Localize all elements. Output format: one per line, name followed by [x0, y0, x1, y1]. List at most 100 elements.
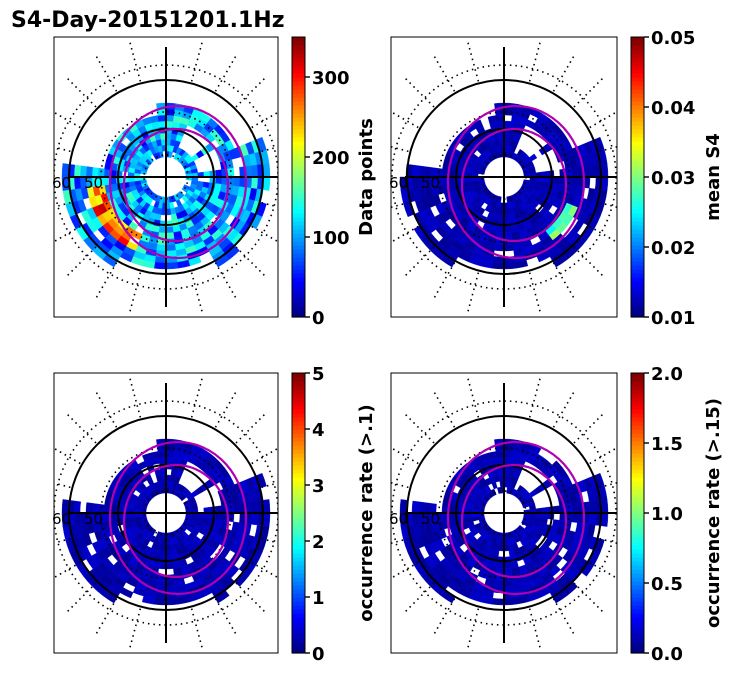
- colorbar-segment: [631, 633, 644, 638]
- contour-inner: [122, 127, 230, 243]
- colorbar-segment: [292, 373, 305, 378]
- colorbar-segment: [292, 301, 305, 306]
- colorbar-segment: [292, 77, 305, 82]
- colorbar-tick-label: 4: [312, 420, 325, 441]
- colorbar-segment: [631, 113, 644, 118]
- heatmap-cell: [503, 444, 514, 452]
- grid-radial: [528, 41, 542, 82]
- colorbar-segment: [292, 401, 305, 406]
- colorbar-segment: [292, 237, 305, 242]
- grid-radial: [235, 582, 266, 613]
- colorbar-segment: [631, 469, 644, 474]
- colorbar-segment: [292, 477, 305, 482]
- grid-radial: [95, 598, 118, 635]
- colorbar-segment: [292, 121, 305, 126]
- heatmap-cell: [165, 562, 174, 570]
- grid-radial: [433, 262, 456, 299]
- colorbar-segment: [631, 141, 644, 146]
- heatmap-cell: [165, 244, 176, 252]
- colorbar-segment: [292, 85, 305, 90]
- colorbar-segment: [631, 525, 644, 530]
- heatmap-cell: [496, 456, 505, 464]
- colorbar-segment: [631, 581, 644, 586]
- colorbar-segment: [631, 153, 644, 158]
- grid-radial: [391, 145, 409, 153]
- colorbar-segment: [292, 101, 305, 106]
- colorbar-segment: [292, 621, 305, 626]
- heatmap-cell: [496, 226, 505, 234]
- ring-label-60: 60: [52, 510, 71, 528]
- colorbar-segment: [631, 129, 644, 134]
- grid-radial: [190, 377, 204, 418]
- figure-title: S4-Day-20151201.1Hz: [11, 8, 285, 33]
- heatmap-cell: [589, 500, 597, 514]
- ring-label-60: 60: [52, 174, 71, 192]
- colorbar-segment: [292, 249, 305, 254]
- heatmap-cell: [156, 244, 167, 252]
- colorbar-segment: [631, 97, 644, 102]
- colorbar-segment: [292, 65, 305, 70]
- colorbar-segment: [631, 189, 644, 194]
- colorbar-segment: [292, 145, 305, 150]
- colorbar-segment: [292, 553, 305, 558]
- grid-radial: [573, 77, 604, 108]
- colorbar-segment: [292, 393, 305, 398]
- colorbar-segment: [292, 469, 305, 474]
- colorbar-segment: [292, 481, 305, 486]
- heatmap-cell: [411, 500, 419, 514]
- colorbar-segment: [292, 405, 305, 410]
- heatmap-cell: [411, 512, 419, 526]
- colorbar-segment: [292, 281, 305, 286]
- colorbar-segment: [292, 589, 305, 594]
- grid-radial: [54, 561, 81, 579]
- heatmap-cell: [157, 114, 167, 122]
- colorbar-segment: [292, 581, 305, 586]
- grid-radial: [466, 272, 480, 313]
- grid-radial: [391, 110, 419, 129]
- colorbar-segment: [292, 129, 305, 134]
- heatmap-cell: [73, 164, 81, 178]
- colorbar-segment: [292, 309, 305, 314]
- heatmap-cell: [553, 176, 561, 185]
- heatmap-cell: [495, 450, 505, 458]
- colorbar-tick-label: 0.01: [651, 308, 695, 329]
- colorbar-segment: [292, 397, 305, 402]
- grid-radial: [391, 446, 419, 465]
- colorbar-tick-label: 0.5: [651, 574, 683, 595]
- colorbar-segment: [292, 137, 305, 142]
- heatmap-cell: [165, 598, 179, 606]
- heatmap-cell: [494, 580, 505, 588]
- colorbar-segment: [292, 165, 305, 170]
- colorbar-segment: [631, 213, 644, 218]
- colorbar-segment: [292, 529, 305, 534]
- colorbar-segment: [292, 161, 305, 166]
- grid-radial: [391, 561, 419, 580]
- colorbar-segment: [292, 225, 305, 230]
- heatmap-cell: [536, 251, 551, 263]
- colorbar-segment: [631, 101, 644, 106]
- grid-radial: [235, 77, 266, 108]
- grid-radial: [54, 225, 81, 243]
- grid-radial: [391, 537, 409, 545]
- colorbar-segment: [292, 633, 305, 638]
- colorbar-segment: [292, 601, 305, 606]
- heatmap-cell: [251, 500, 259, 514]
- ring-label-50: 50: [421, 510, 440, 528]
- colorbar-segment: [631, 509, 644, 514]
- heatmap-cell: [262, 499, 271, 514]
- colorbar-segment: [292, 217, 305, 222]
- grid-radial: [589, 446, 617, 465]
- colorbar-segment: [631, 445, 644, 450]
- grid-radial: [552, 262, 575, 299]
- colorbar-segment: [631, 617, 644, 622]
- colorbar-segment: [631, 309, 644, 314]
- heatmap-cell: [73, 176, 81, 190]
- colorbar-tick-label: 300: [312, 68, 350, 89]
- heatmap-cell: [215, 176, 223, 185]
- heatmap-cell: [411, 164, 419, 178]
- colorbar-segment: [631, 589, 644, 594]
- colorbar-segment: [631, 289, 644, 294]
- colorbar-segment: [292, 381, 305, 386]
- grid-radial: [528, 608, 542, 649]
